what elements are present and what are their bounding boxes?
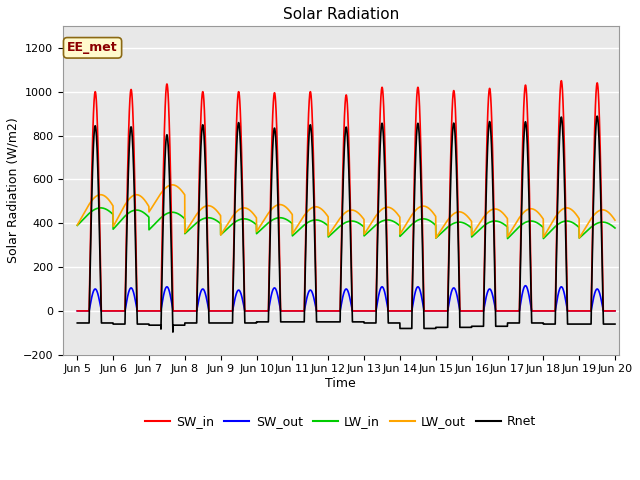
LW_out <box>611 216 618 222</box>
LW_out <box>497 209 505 215</box>
LW_out <box>170 182 178 188</box>
Rnet <box>437 324 445 330</box>
SW_in <box>497 308 505 314</box>
Line: LW_out: LW_out <box>77 185 615 238</box>
Title: Solar Radiation: Solar Radiation <box>283 7 399 22</box>
Rnet <box>326 319 334 325</box>
SW_in <box>170 308 178 314</box>
SW_in <box>74 308 81 314</box>
Rnet <box>169 329 177 335</box>
X-axis label: Time: Time <box>326 377 356 390</box>
LW_out <box>432 235 440 241</box>
SW_out <box>497 308 505 314</box>
Line: SW_out: SW_out <box>77 286 615 311</box>
SW_in <box>437 308 445 314</box>
Rnet <box>611 321 619 327</box>
LW_in <box>497 220 505 226</box>
Rnet <box>497 324 505 329</box>
LW_out <box>611 217 619 223</box>
LW_in <box>170 209 178 215</box>
Rnet <box>170 322 178 328</box>
Legend: SW_in, SW_out, LW_in, LW_out, Rnet: SW_in, SW_out, LW_in, LW_out, Rnet <box>140 410 541 433</box>
SW_in <box>326 308 333 314</box>
LW_in <box>74 223 81 228</box>
Y-axis label: Solar Radiation (W/m2): Solar Radiation (W/m2) <box>7 118 20 263</box>
LW_out <box>326 230 334 236</box>
Rnet <box>593 113 601 119</box>
Rnet <box>467 324 474 330</box>
SW_out <box>437 308 445 314</box>
SW_out <box>611 308 618 314</box>
Line: Rnet: Rnet <box>77 116 615 332</box>
Rnet <box>74 320 81 326</box>
LW_out <box>437 228 445 233</box>
LW_out <box>168 182 176 188</box>
LW_in <box>467 224 474 230</box>
SW_in <box>611 308 619 314</box>
SW_in <box>467 308 474 314</box>
SW_out <box>170 308 178 314</box>
SW_out <box>326 308 333 314</box>
LW_in <box>97 205 104 211</box>
SW_out <box>611 308 619 314</box>
SW_out <box>74 308 81 314</box>
Line: LW_in: LW_in <box>77 208 615 239</box>
LW_out <box>467 217 474 223</box>
SW_in <box>557 78 565 84</box>
Rnet <box>611 321 618 327</box>
Text: EE_met: EE_met <box>67 41 118 54</box>
LW_in <box>326 232 334 238</box>
Line: SW_in: SW_in <box>77 81 615 311</box>
LW_in <box>504 236 511 241</box>
LW_in <box>611 225 619 231</box>
SW_out <box>467 308 474 314</box>
LW_in <box>437 230 445 236</box>
SW_out <box>522 283 529 288</box>
LW_in <box>611 225 618 230</box>
SW_in <box>611 308 618 314</box>
LW_out <box>74 222 81 228</box>
